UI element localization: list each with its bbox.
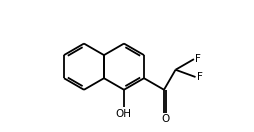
Text: OH: OH — [115, 109, 131, 119]
Text: F: F — [197, 72, 202, 82]
Text: O: O — [161, 114, 169, 124]
Text: F: F — [195, 54, 201, 64]
